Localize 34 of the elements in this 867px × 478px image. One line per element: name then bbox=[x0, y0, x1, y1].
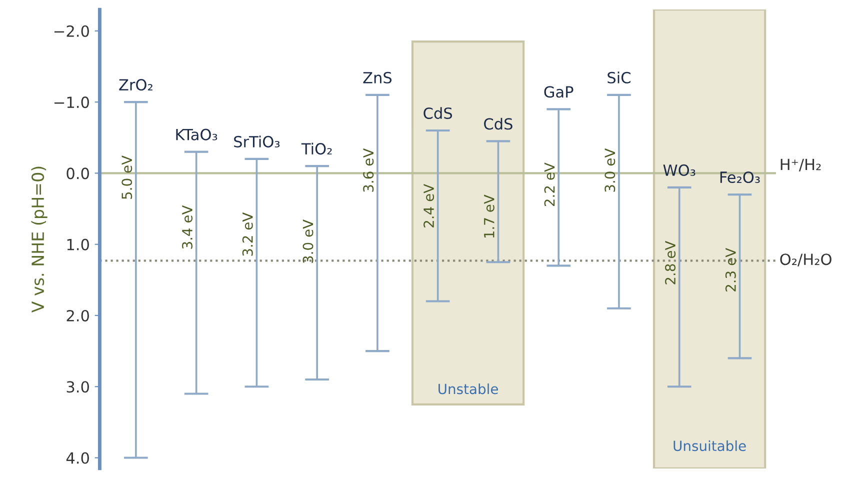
x-tick-label: CdS bbox=[484, 118, 512, 130]
x-tick-label: TiO₂ bbox=[301, 142, 332, 155]
annotation: Unstable bbox=[438, 383, 498, 394]
y-tick-label: 1.0 bbox=[67, 238, 89, 250]
data-label: 5.0 eV bbox=[122, 156, 132, 199]
x-tick-label: ZnS bbox=[363, 72, 392, 84]
y-tick-label: 0.0 bbox=[66, 168, 89, 180]
band-label: Unsuitable bbox=[674, 440, 746, 452]
x-tick-label: Fe₂O₃ bbox=[720, 171, 760, 184]
x-tick-label: SiC bbox=[608, 72, 630, 84]
data-label: 2.4 eV bbox=[424, 184, 434, 228]
data-label: 3.6 eV bbox=[363, 148, 374, 192]
data-label: 3.0 eV bbox=[302, 220, 314, 263]
x-tick-label: SrTiO₃ bbox=[234, 136, 280, 148]
data-label: 3.2 eV bbox=[242, 212, 253, 256]
y-tick-label: 2.0 bbox=[66, 310, 89, 322]
x-tick-label: WO₃ bbox=[663, 164, 696, 176]
data-label: 2.3 eV bbox=[725, 248, 736, 292]
y-tick-label: 4.0 bbox=[66, 452, 89, 464]
x-tick-label: GaP bbox=[544, 86, 574, 98]
data-label: 3.0 eV bbox=[604, 148, 616, 192]
ref-line-label: H⁺/H₂ bbox=[780, 158, 821, 172]
data-label: 2.2 eV bbox=[544, 162, 555, 206]
y-tick-label: 3.0 bbox=[66, 381, 89, 393]
y-tick-label: −1.0 bbox=[54, 96, 89, 108]
data-label: 1.7 eV bbox=[484, 194, 494, 238]
x-tick-label: KTaO₃ bbox=[176, 128, 218, 140]
data-label: 3.4 eV bbox=[182, 205, 192, 249]
x-tick-label: CdS bbox=[424, 107, 452, 120]
x-tick-label: ZrO₂ bbox=[119, 78, 152, 91]
y-axis-title: V vs. NHE (pH=0) bbox=[31, 166, 48, 313]
ref-line-label: O₂/H₂O bbox=[780, 254, 832, 266]
y-tick-label: −2.0 bbox=[54, 25, 89, 37]
data-label: 2.8 eV bbox=[665, 240, 676, 284]
